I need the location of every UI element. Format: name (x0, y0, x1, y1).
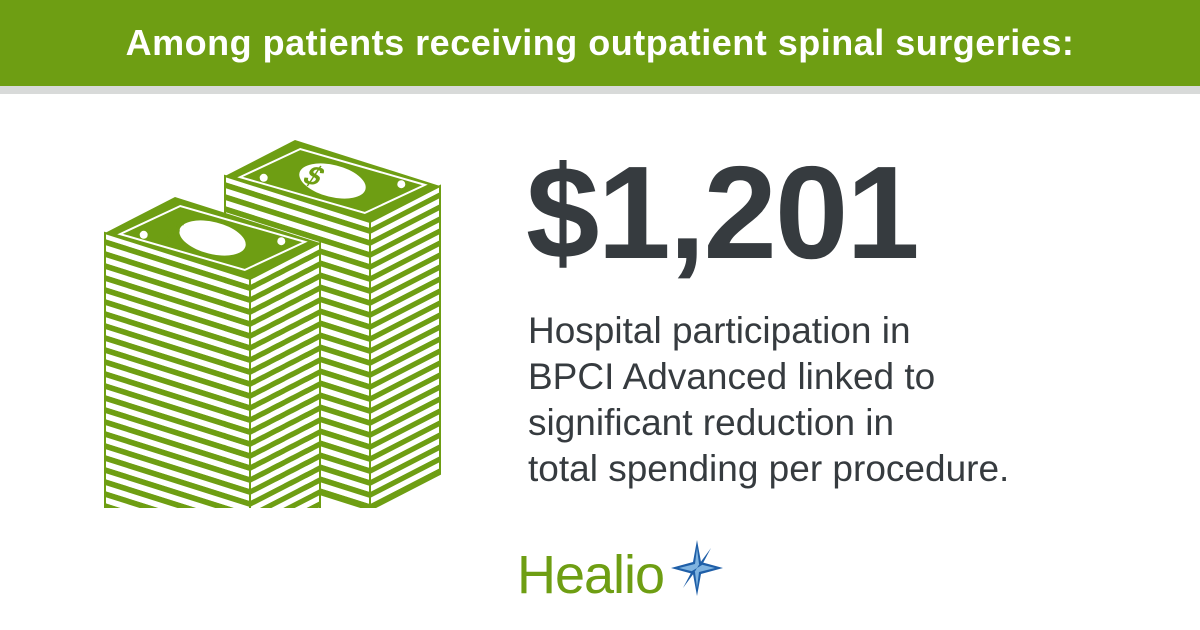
healio-star-icon (671, 540, 723, 596)
description: Hospital participation in BPCI Advanced … (528, 308, 1148, 492)
description-line: total spending per procedure. (528, 448, 1010, 489)
front-stack: $ (104, 197, 321, 508)
banner-title: Among patients receiving outpatient spin… (125, 22, 1075, 63)
headline-amount: $1,201 (526, 139, 920, 286)
header-banner: Among patients receiving outpatient spin… (0, 0, 1200, 86)
description-line: Hospital participation in (528, 310, 911, 351)
description-line: BPCI Advanced linked to (528, 356, 936, 397)
logo-wordmark: Healio (517, 545, 665, 605)
description-line: significant reduction in (528, 402, 895, 443)
money-stack-icon: $ $ (104, 140, 441, 508)
divider (0, 86, 1200, 94)
healio-logo: Healio (517, 538, 757, 614)
